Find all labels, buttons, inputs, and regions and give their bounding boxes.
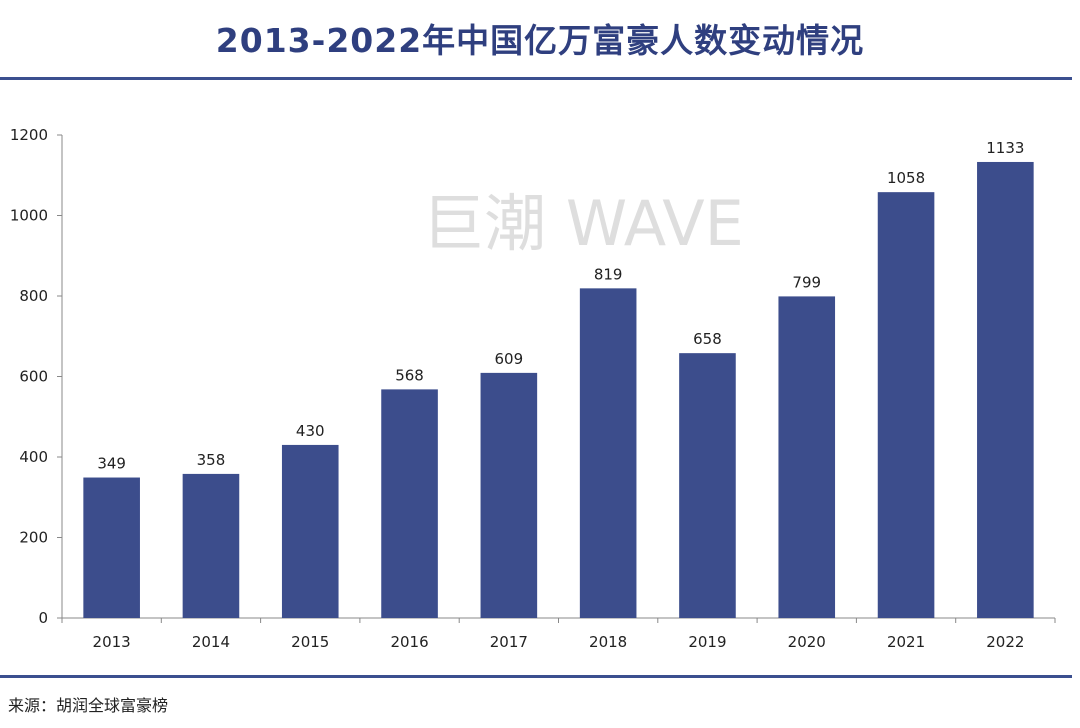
bar-2018: [579, 288, 637, 618]
x-tick-label-2014: 2014: [192, 633, 230, 651]
title-divider: [0, 77, 1072, 80]
x-tick-label-2018: 2018: [589, 633, 627, 651]
x-tick-label-2020: 2020: [788, 633, 826, 651]
x-tick-label-2022: 2022: [986, 633, 1024, 651]
y-tick-label: 0: [38, 609, 48, 627]
x-tick-label-2021: 2021: [887, 633, 925, 651]
bar-2019: [679, 353, 736, 618]
bar-2022: [977, 161, 1034, 618]
data-label-2013: 349: [97, 455, 126, 473]
data-label-2017: 609: [495, 350, 524, 368]
data-labels-group: 349 358 430 568 609 819 658 799 1058 1133: [97, 139, 1024, 473]
y-axis: 0 200 400 600 800 1000 1200: [10, 126, 63, 627]
bar-2016: [381, 389, 438, 618]
data-label-2021: 1058: [887, 169, 925, 187]
y-tick-label: 400: [19, 448, 48, 466]
data-label-2018: 819: [594, 265, 623, 283]
x-tick-label-2019: 2019: [688, 633, 726, 651]
source-note: 来源：胡润全球富豪榜: [8, 696, 169, 715]
y-tick-label: 1200: [10, 126, 48, 144]
footer-divider: [0, 675, 1072, 678]
y-tick-label: 200: [19, 529, 48, 547]
data-label-2020: 799: [792, 273, 821, 291]
x-axis: 2013 2014 2015 2016 2017 2018 2019 2020 2021 2022: [61, 617, 1056, 651]
chart-title: 2013-2022年中国亿万富豪人数变动情况: [215, 21, 865, 60]
x-tick-label-2013: 2013: [93, 633, 131, 651]
bar-2017: [480, 372, 538, 618]
x-tick-label-2015: 2015: [291, 633, 329, 651]
bar-2015: [281, 444, 339, 618]
bar-2020: [778, 296, 836, 618]
bar-2014: [182, 473, 240, 618]
data-label-2016: 568: [395, 366, 424, 384]
bar-2021: [877, 192, 935, 618]
data-label-2019: 658: [693, 330, 722, 348]
bars-group: [83, 161, 1034, 618]
y-tick-label: 600: [19, 368, 48, 386]
x-tick-label-2017: 2017: [490, 633, 528, 651]
data-label-2014: 358: [197, 451, 226, 469]
y-tick-label: 800: [19, 287, 48, 305]
x-tick-label-2016: 2016: [390, 633, 428, 651]
data-label-2015: 430: [296, 422, 325, 440]
watermark-text: 巨潮 WAVE: [422, 187, 744, 260]
bar-2013: [83, 477, 140, 618]
data-label-2022: 1133: [986, 139, 1024, 157]
y-tick-label: 1000: [10, 207, 48, 225]
